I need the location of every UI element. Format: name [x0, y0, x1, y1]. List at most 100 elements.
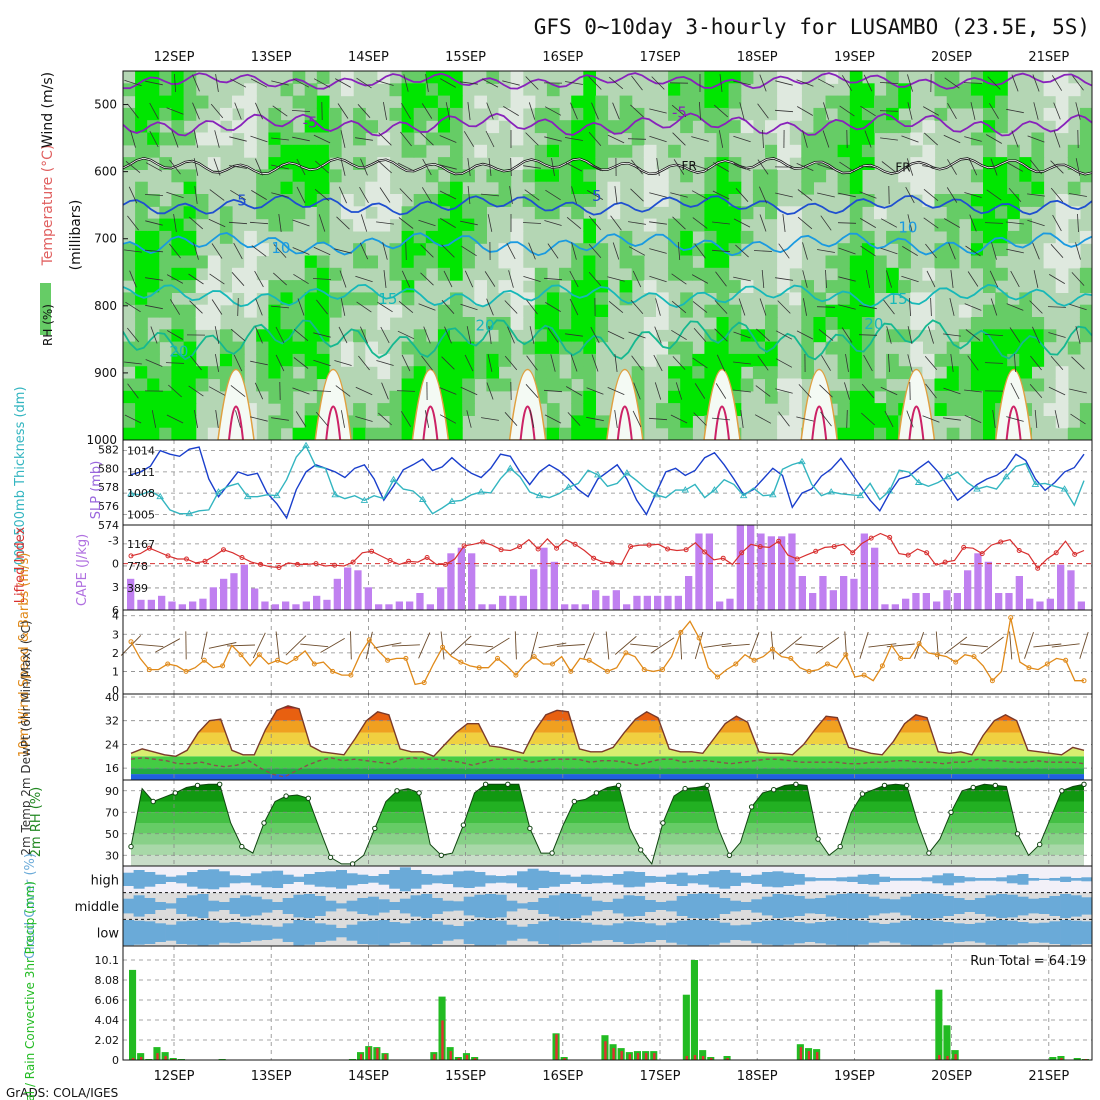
upper-wind-barb [586, 387, 604, 395]
upper-wind-barb [420, 132, 434, 146]
rh-cell [328, 169, 342, 183]
cloud-bar [676, 872, 688, 886]
upper-wind-barb [441, 356, 455, 370]
upper-wind-barb [421, 187, 433, 203]
upper-wind-barb [839, 161, 855, 173]
upper-wind-barb [397, 330, 415, 340]
rh-cell [304, 329, 318, 343]
rh-cell [244, 255, 257, 269]
cloud-bar [1081, 877, 1093, 882]
upper-wind-barb [208, 218, 226, 228]
upper-wind-barb [984, 334, 1004, 336]
rh-cell [619, 280, 633, 293]
upper-wind-barb [439, 135, 457, 143]
lifted-index-marker [572, 541, 578, 547]
rh-cell [716, 317, 730, 330]
rh-cell [486, 341, 500, 355]
thickness-tick-label: 574 [98, 519, 119, 532]
rh-cell [123, 243, 136, 257]
rh-marker [660, 820, 666, 826]
upper-wind-barb [692, 217, 708, 229]
cloud-bar [357, 898, 369, 914]
upper-wind-barb [759, 214, 767, 232]
contour-label: 5 [592, 187, 602, 205]
thickness-marker [1031, 480, 1040, 487]
cape-bar [344, 567, 352, 610]
upper-wind-barb [486, 102, 494, 120]
cloud-bar [1049, 921, 1061, 944]
cloud-bar [751, 899, 763, 913]
upper-wind-barb [383, 102, 387, 120]
rh-cell [183, 206, 197, 220]
temp-band [131, 720, 1084, 733]
rh-cell [825, 95, 839, 109]
rh-cell [704, 95, 718, 109]
upper-wind-barb [215, 354, 219, 372]
cloud-bar [815, 878, 827, 881]
rh-cell [462, 378, 475, 392]
rh-cell [970, 83, 984, 97]
upper-wind-barb [986, 189, 1002, 201]
rh-cell [559, 132, 572, 146]
lifted-index-marker [924, 550, 930, 556]
precip-axis-label: Total / Rain Convective 3hr Precip (mm) [23, 881, 37, 1100]
rh-cell [668, 218, 681, 232]
upper-wind-barb [1075, 242, 1081, 260]
wind-speed-marker [641, 667, 647, 673]
upper-wind-barb [464, 270, 474, 288]
precip-convective-bar [604, 1041, 607, 1060]
rh-cell [643, 194, 657, 207]
rh-cell [244, 120, 257, 134]
rh-cell [898, 366, 911, 380]
rh-cell [256, 341, 269, 355]
rh-cell [462, 243, 475, 257]
rh-cell [474, 292, 487, 306]
rh-cell [546, 120, 560, 134]
rh-cell [813, 144, 827, 158]
rh-cell [789, 144, 802, 158]
upper-wind-barb [1006, 416, 1024, 422]
rh-cell [546, 107, 560, 121]
thickness-marker [535, 491, 544, 499]
lifted-index-marker [702, 549, 708, 555]
rh-cell [946, 206, 960, 220]
rh-cell [147, 280, 160, 293]
rh-cell [861, 292, 875, 306]
rh-marker [305, 795, 311, 801]
rh-cell [934, 353, 948, 367]
cloud-bar [1060, 920, 1072, 946]
cape-bar [1077, 601, 1085, 610]
cloud-bar [623, 895, 635, 917]
rh-cell [680, 427, 693, 440]
rh-cell [765, 169, 778, 183]
upper-wind-barb [923, 217, 939, 229]
upper-wind-barb [670, 414, 688, 424]
rh-cell [983, 378, 996, 392]
rh-cell [498, 341, 512, 355]
rh-cell [450, 255, 463, 269]
rh-cell [365, 120, 378, 134]
upper-wind-barb [816, 306, 836, 308]
cloud-bar [719, 898, 731, 914]
upper-wind-barb [1069, 388, 1087, 394]
cloud-bar [772, 920, 784, 946]
rh-cell [801, 317, 814, 330]
upper-wind-barb [775, 388, 793, 394]
pressure-tick-label: 900 [94, 366, 117, 380]
rh-cell [232, 267, 245, 281]
rh-cell [668, 378, 681, 392]
rh-cell [534, 304, 548, 318]
rh-cell [1019, 366, 1032, 380]
contour-label: FR [682, 159, 697, 173]
surface-wind-barb [694, 631, 704, 660]
upper-wind-barb [839, 105, 855, 117]
rh-cell [740, 341, 754, 355]
rh-cell [389, 427, 403, 440]
upper-wind-barb [630, 188, 644, 202]
rh-cell [244, 267, 257, 281]
rh-cell [583, 218, 596, 232]
cloud-bar [644, 923, 656, 942]
rh-cell [728, 317, 742, 330]
rh-cell [716, 230, 730, 244]
